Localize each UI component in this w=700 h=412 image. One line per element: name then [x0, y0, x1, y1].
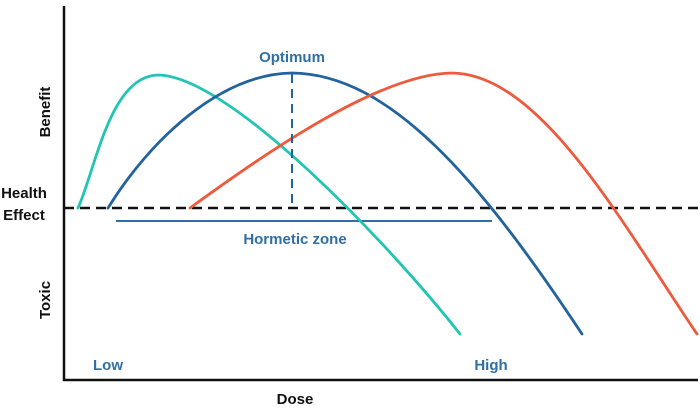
y-label-toxic: Toxic	[37, 281, 54, 319]
optimum-label: Optimum	[259, 49, 325, 66]
x-axis-title: Dose	[277, 391, 314, 408]
x-label-high: High	[474, 357, 507, 374]
blue-curve	[106, 71, 584, 336]
x-label-low: Low	[93, 357, 123, 374]
teal-curve	[76, 73, 462, 336]
red-curve	[188, 71, 699, 336]
hormetic-zone-label: Hormetic zone	[243, 231, 346, 248]
y-label-benefit: Benefit	[37, 87, 54, 138]
y-label-effect: Effect	[3, 207, 45, 224]
y-label-health: Health	[1, 185, 47, 202]
